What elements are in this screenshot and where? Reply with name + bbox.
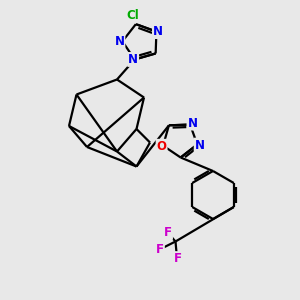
Text: N: N xyxy=(195,139,205,152)
Text: N: N xyxy=(153,25,163,38)
Text: O: O xyxy=(157,140,166,153)
Text: N: N xyxy=(114,35,124,48)
Text: F: F xyxy=(174,252,182,265)
Text: N: N xyxy=(188,117,197,130)
Text: Cl: Cl xyxy=(126,9,139,22)
Text: F: F xyxy=(156,243,164,256)
Text: F: F xyxy=(164,226,172,239)
Text: N: N xyxy=(128,53,138,66)
